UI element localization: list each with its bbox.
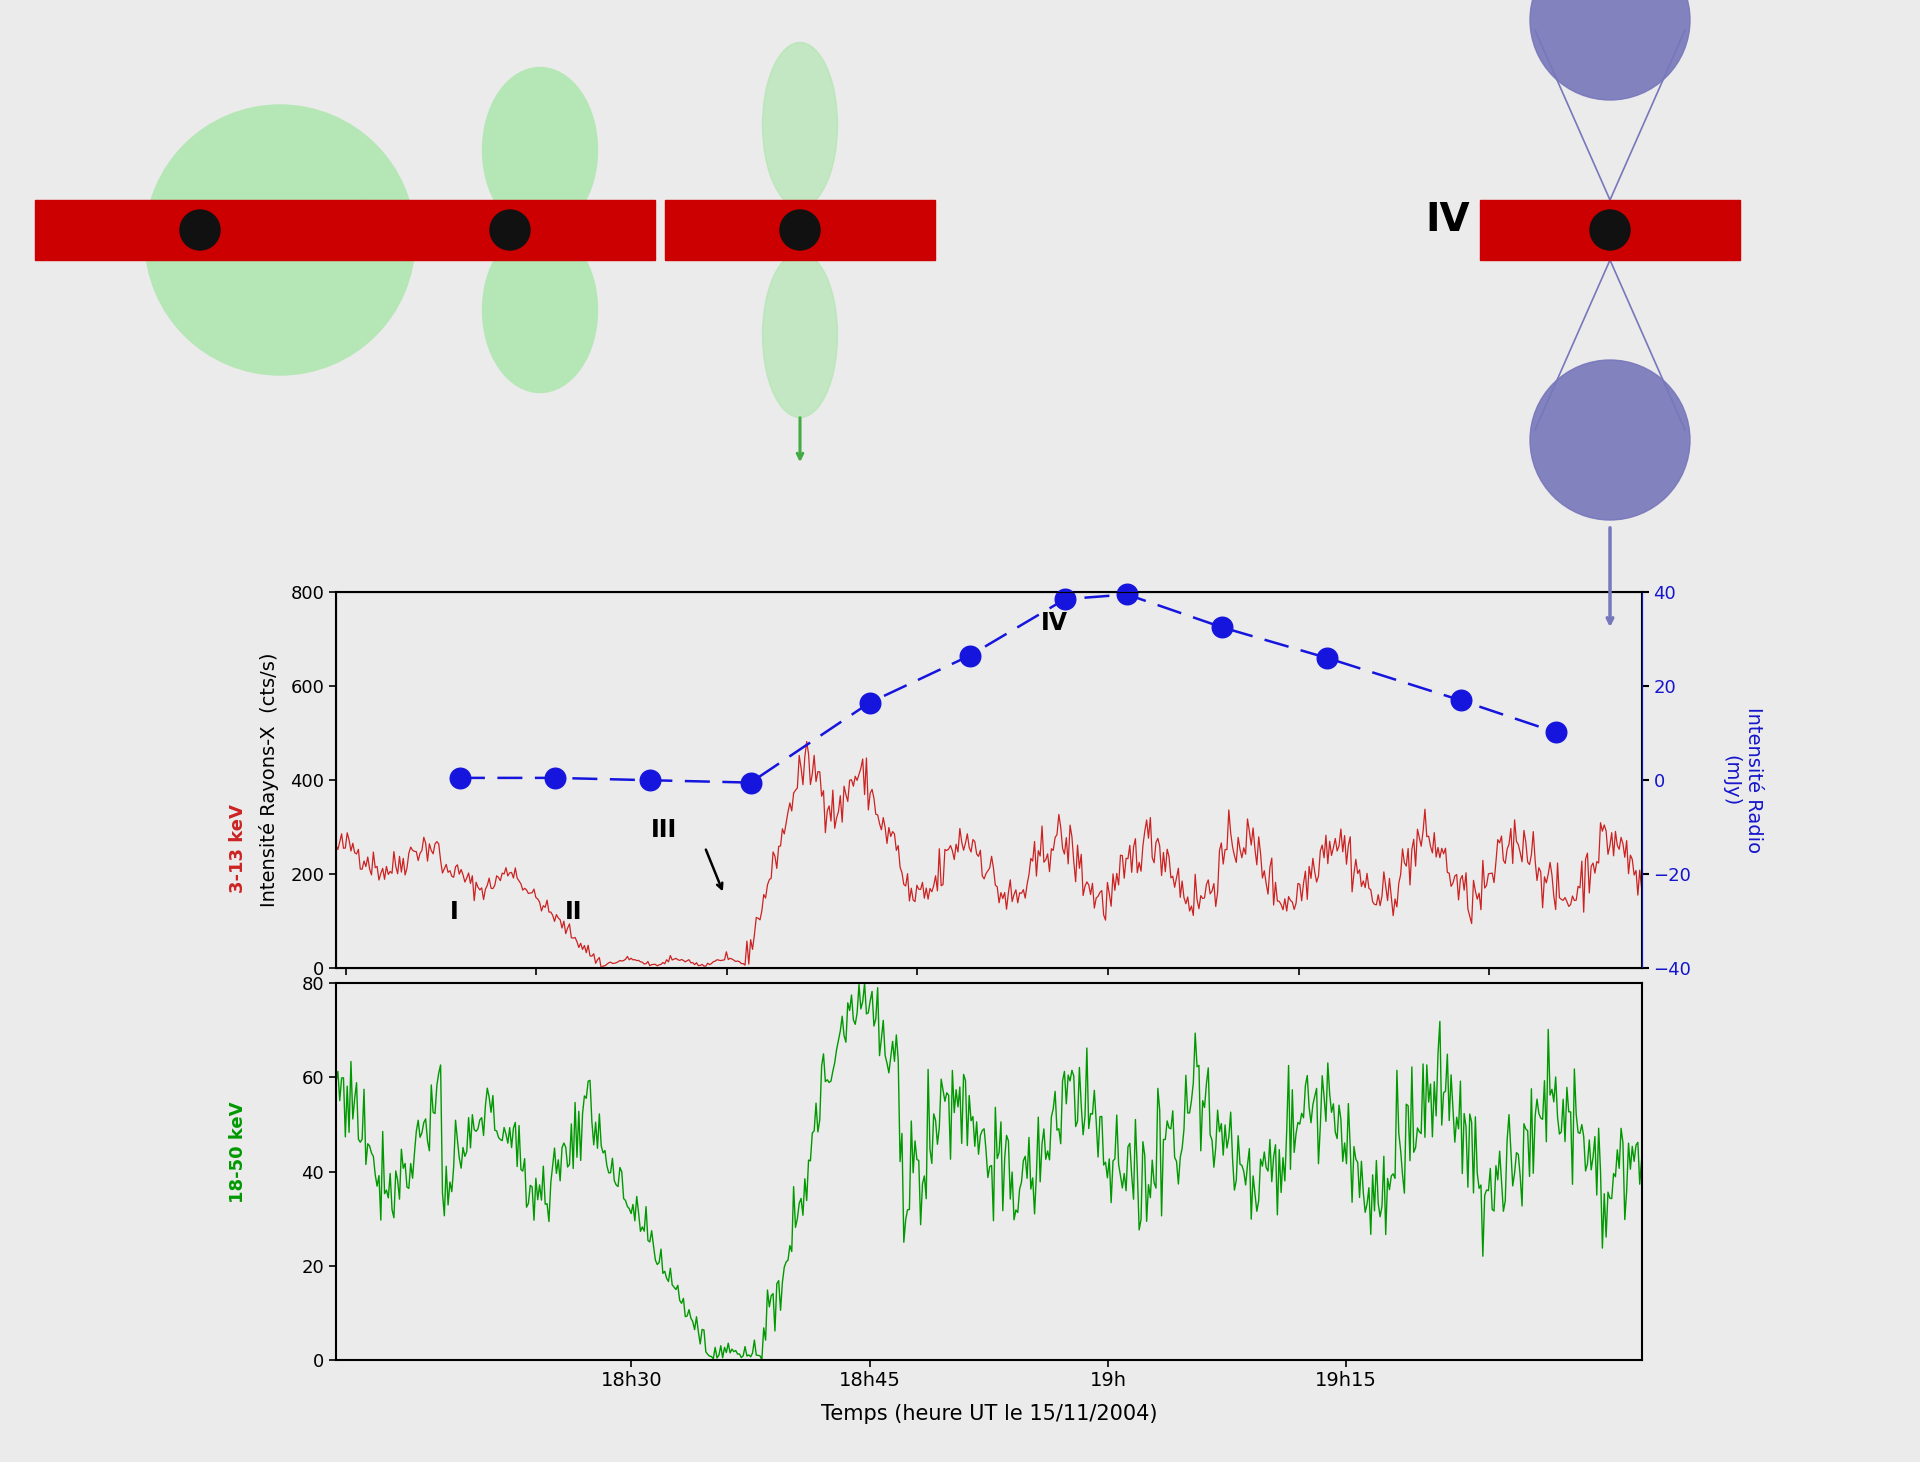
Circle shape [1530,360,1690,520]
Point [1208,616,1238,639]
Text: 18-50 keV: 18-50 keV [228,1102,248,1203]
Bar [35,200,365,260]
Text: II: II [564,901,582,924]
Text: III: III [651,817,676,842]
Circle shape [490,211,530,250]
Bar [1480,200,1740,260]
Bar [365,200,655,260]
Text: IV: IV [1425,200,1469,238]
Circle shape [780,211,820,250]
Ellipse shape [482,228,597,392]
Point [636,769,666,792]
Ellipse shape [762,42,837,208]
Text: II: II [309,200,340,238]
Point [735,770,766,794]
Point [1112,583,1142,607]
Text: I: I [451,901,459,924]
Ellipse shape [762,253,837,418]
Text: 3-13 keV: 3-13 keV [228,804,248,893]
Bar [664,200,935,260]
Text: IV: IV [1041,611,1068,635]
Ellipse shape [482,67,597,232]
Y-axis label: Intensité Radio
(mJy): Intensité Radio (mJy) [1722,708,1763,854]
Circle shape [180,211,221,250]
Point [1050,588,1081,611]
Circle shape [1530,0,1690,99]
Y-axis label: Intensité Rayons-X  (cts/s): Intensité Rayons-X (cts/s) [259,654,278,908]
Point [854,692,885,715]
Circle shape [146,105,415,374]
Point [954,643,985,667]
Point [540,766,570,789]
Point [1446,689,1476,712]
Text: III: III [614,200,659,238]
X-axis label: Temps (heure UT le 15/11/2004): Temps (heure UT le 15/11/2004) [820,1405,1158,1424]
Point [445,766,476,789]
Point [1311,646,1342,670]
Circle shape [1590,211,1630,250]
Point [1540,721,1571,744]
